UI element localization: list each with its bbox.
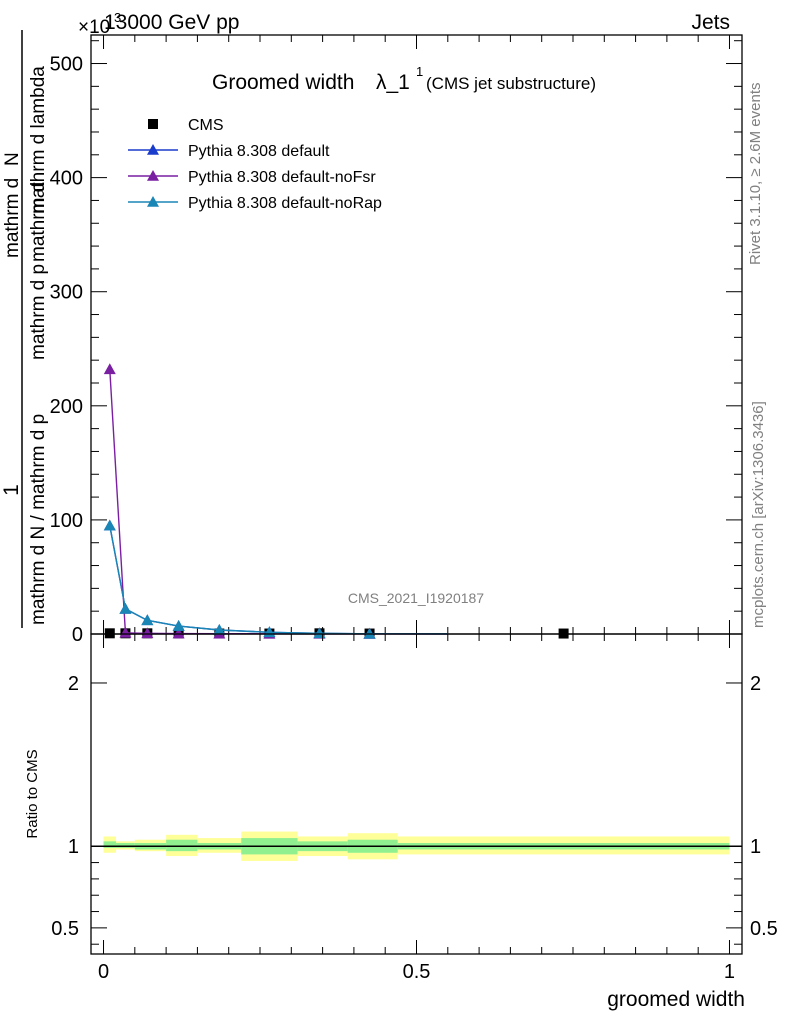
legend-item: Pythia 8.308 default-noRap [128,195,382,212]
exponent-marker: ×10 [78,17,110,38]
ratio-axes: 0.5 0.5 1 1 2 2 0 0.5 1 [51,634,778,983]
y-tick-label: 500 [50,54,83,76]
ratio-ylabel: Ratio to CMS [24,749,41,838]
y-tick-label: 0 [72,624,83,646]
chart-title-sup: 1 [416,64,423,79]
data-point-triangle [147,196,159,207]
ratio-y-tick-label: 2 [68,673,79,695]
category-label: Jets [691,11,730,34]
y-tick-label: 100 [50,510,83,532]
data-point-triangle [119,602,132,614]
legend-label: Pythia 8.308 default [188,143,330,160]
legend-label: Pythia 8.308 default-noFsr [188,169,376,186]
series-pythia-8-308-default [103,519,448,639]
series-line [109,525,448,635]
legend-marker [148,119,158,129]
x-tick-label: 1 [724,961,735,983]
data-point-triangle [147,170,159,181]
y-tick-label: 200 [50,396,83,418]
legend: CMS Pythia 8.308 default Pythia 8.308 defa… [128,117,382,212]
ylabel-mid-b: mathrm d [28,182,49,262]
legend-item: CMS [148,117,224,134]
y-tick-label: 300 [50,282,83,304]
chart-title-symbol: λ_1 [376,71,410,94]
series-pythia-8-308-default-norap [103,519,448,639]
legend-item: Pythia 8.308 default-noFsr [128,169,376,186]
mcplots-label: mcplots.cern.ch [arXiv:1306.3436] [750,401,767,628]
data-point-triangle [103,519,116,531]
data-point-triangle [172,620,185,631]
ratio-y-tick-label: 1 [68,836,79,858]
legend-item: Pythia 8.308 default [128,143,330,160]
analysis-watermark: CMS_2021_I1920187 [348,590,484,606]
exponent-power: 3 [114,10,121,25]
main-ylabel: 1 mathrm d N / mathrm d p mathrm d p mat… [0,30,49,628]
ylabel-right-d: mathrm d lambda [28,66,49,214]
uncertainty-band-inner [166,839,198,852]
ratio-y-tick-label-right: 1 [750,836,761,858]
rivet-label: Rivet 3.1.10, ≥ 2.6M events [747,83,764,266]
data-point-triangle [141,614,154,626]
x-axis-label: groomed width [607,988,745,1011]
ratio-y-tick-label-right: 0.5 [750,918,778,940]
y-tick-label: 400 [50,168,83,190]
series-line [109,525,448,635]
data-point-triangle [147,144,159,155]
x-tick-label: 0 [98,961,109,983]
uncertainty-band-inner [103,841,117,848]
ylabel-mid: mathrm d p [28,264,49,360]
beam-label: 13000 GeV pp [104,11,239,34]
legend-label: Pythia 8.308 default-noRap [188,195,382,212]
ratio-bands [91,831,742,861]
ylabel-right-a: mathrm d [2,178,23,258]
ratio-frame [90,633,743,955]
data-point-triangle [119,626,132,638]
ylabel-numerator: 1 [0,484,23,496]
main-series [103,363,569,639]
data-point-triangle [141,627,154,639]
data-point-triangle [213,624,226,635]
data-point-triangle [172,627,185,639]
ylabel-right-b: N [2,152,23,166]
x-tick-label: 0.5 [403,961,431,983]
ratio-y-tick-label: 0.5 [51,918,79,940]
legend-label: CMS [188,117,224,134]
data-point-square [104,628,115,639]
data-point-triangle [103,363,116,375]
chart-title: Groomed width [212,71,354,94]
chart-subtitle: (CMS jet substructure) [426,74,596,93]
ylabel-denominator: mathrm d N / mathrm d p [28,414,49,625]
data-point-triangle [363,627,376,639]
main-axes: 0 100 200 300 400 500 [50,35,742,646]
ratio-y-tick-label-right: 2 [750,673,761,695]
uncertainty-band-inner [116,842,135,848]
